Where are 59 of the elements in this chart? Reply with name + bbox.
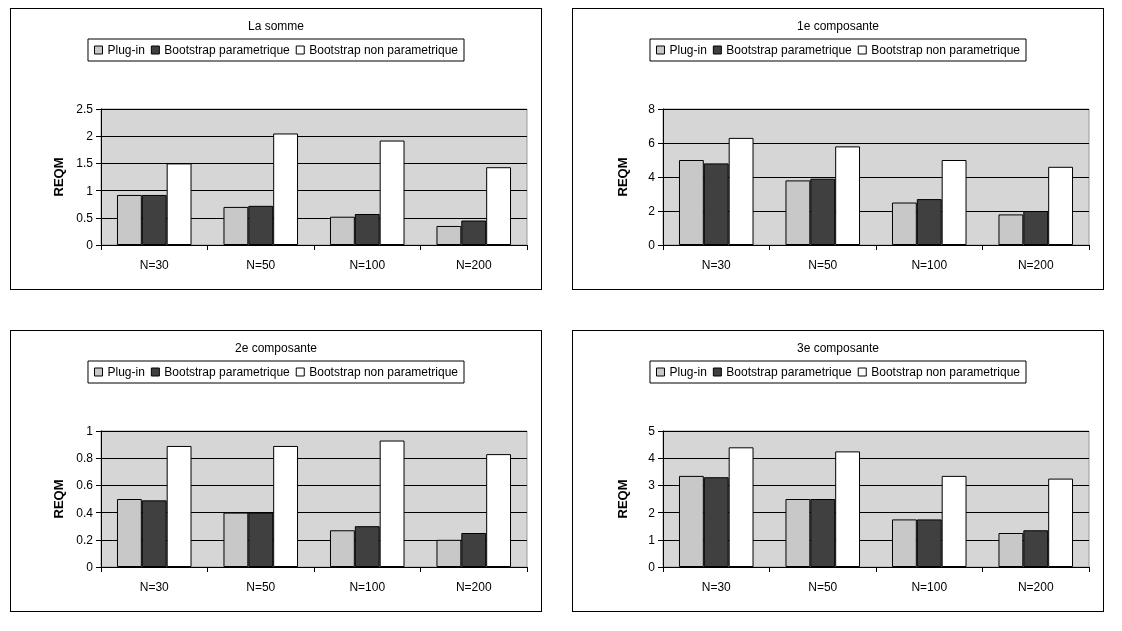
y-tick-label: 2.5: [76, 102, 94, 116]
legend-label: Plug-in: [669, 43, 707, 57]
x-tick-label: N=200: [455, 580, 492, 594]
x-tick-label: N=200: [455, 258, 492, 272]
y-tick-label: 8: [648, 102, 656, 116]
legend-label: Bootstrap non parametrique: [871, 365, 1021, 379]
legend-label: Bootstrap non parametrique: [309, 43, 459, 57]
y-tick-label: 0: [86, 238, 94, 252]
y-axis-title: REQM: [615, 479, 630, 519]
y-axis-title: REQM: [615, 157, 630, 197]
y-tick-label: 4: [648, 170, 656, 184]
y-tick-label: 6: [648, 136, 656, 150]
y-tick-label: 1: [648, 532, 656, 547]
x-tick-label: N=30: [139, 258, 170, 272]
y-tick-label: 0: [648, 560, 656, 574]
y-tick-label: 0: [648, 238, 656, 252]
x-tick-label: N=50: [246, 258, 276, 272]
x-tick-label: N=30: [701, 580, 732, 594]
legend-label: Bootstrap parametrique: [726, 43, 853, 57]
y-tick-label: 2: [648, 204, 656, 218]
legend-label: Plug-in: [669, 365, 707, 379]
legend-label: Bootstrap parametrique: [726, 365, 853, 379]
x-tick-label: N=100: [911, 580, 948, 594]
y-axis-title: REQM: [51, 157, 67, 197]
y-tick-label: 0.2: [76, 532, 94, 547]
y-tick-label: 4: [648, 451, 656, 466]
x-tick-label: N=100: [349, 580, 386, 594]
y-tick-label: 2: [86, 129, 94, 144]
x-tick-label: N=50: [808, 258, 838, 272]
chart-title: 1e composante: [796, 19, 880, 33]
chart-title: 3e composante: [796, 341, 880, 355]
x-tick-label: N=30: [701, 258, 732, 272]
chart-title: 2e composante: [234, 341, 318, 355]
legend-label: Plug-in: [107, 365, 145, 379]
x-tick-label: N=30: [139, 580, 170, 594]
y-tick-label: 0.6: [76, 478, 94, 493]
y-tick-label: 5: [648, 424, 656, 438]
x-tick-label: N=100: [349, 258, 386, 272]
y-tick-label: 0: [86, 560, 94, 574]
chart-title: La somme: [247, 19, 305, 33]
x-tick-label: N=100: [911, 258, 948, 272]
y-tick-label: 0.5: [76, 210, 94, 225]
y-tick-label: 0.8: [76, 451, 94, 466]
y-tick-label: 1: [86, 183, 94, 198]
y-tick-label: 1.5: [76, 156, 94, 171]
y-tick-label: 0.4: [76, 505, 94, 520]
x-tick-label: N=200: [1017, 580, 1054, 594]
x-tick-label: N=50: [246, 580, 276, 594]
legend-label: Bootstrap parametrique: [164, 43, 291, 57]
y-tick-label: 2: [648, 505, 656, 520]
y-tick-label: 1: [86, 424, 94, 438]
y-axis-title: REQM: [51, 479, 67, 519]
legend-label: Bootstrap non parametrique: [309, 365, 459, 379]
x-tick-label: N=50: [808, 580, 838, 594]
x-tick-label: N=200: [1017, 258, 1054, 272]
legend-label: Plug-in: [107, 43, 145, 57]
legend-label: Bootstrap parametrique: [164, 365, 291, 379]
y-tick-label: 3: [648, 478, 656, 493]
legend-label: Bootstrap non parametrique: [871, 43, 1021, 57]
